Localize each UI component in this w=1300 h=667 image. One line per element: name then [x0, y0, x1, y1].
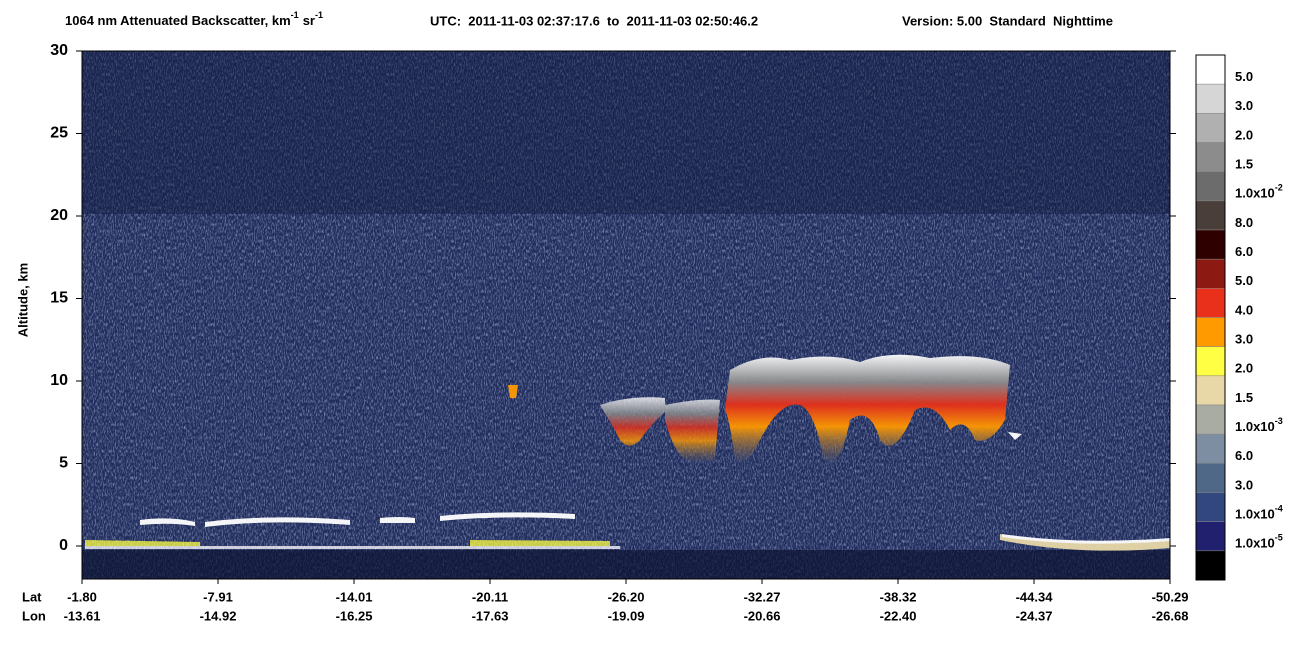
- x-tick-label: -17.63: [472, 608, 509, 623]
- colorbar-frame: [1195, 54, 1226, 581]
- colorbar-box: [1195, 492, 1226, 522]
- title-sup: -1: [291, 10, 299, 20]
- colorbar-box: [1195, 113, 1226, 143]
- colorbar-label-sup: -2: [1275, 183, 1283, 193]
- colorbar-label-text: 4.0: [1235, 303, 1253, 318]
- x-tick-label: -1.80: [67, 589, 97, 604]
- colorbar-box: [1195, 258, 1226, 289]
- colorbar-box: [1195, 288, 1226, 318]
- x-row-name: Lat: [22, 589, 42, 604]
- colorbar-label: 1.0x10-4: [1235, 504, 1283, 522]
- colorbar-label: 3.0: [1235, 99, 1253, 114]
- colorbar-label-text: 6.0: [1235, 244, 1253, 259]
- colorbar-label-text: 8.0: [1235, 215, 1253, 230]
- colorbar-label-text: 3.0: [1235, 99, 1253, 114]
- colorbar-label-sup: -3: [1275, 416, 1283, 426]
- colorbar-label: 4.0: [1235, 303, 1253, 318]
- x-tick-label: -22.40: [880, 608, 917, 623]
- colorbar-label: 5.0: [1235, 69, 1253, 84]
- colorbar-label: 1.5: [1235, 390, 1253, 405]
- x-tick-label: -19.09: [608, 608, 645, 623]
- x-tick-label: -50.29: [1152, 589, 1189, 604]
- colorbar-label-text: 1.0x10: [1235, 419, 1275, 434]
- colorbar-box: [1195, 317, 1226, 347]
- colorbar-box: [1195, 463, 1226, 493]
- y-tick-label: 15: [50, 290, 68, 307]
- x-tick-label: -32.27: [744, 589, 781, 604]
- y-tick-label: 30: [50, 42, 68, 59]
- y-tick-label: 10: [50, 372, 68, 389]
- x-tick-label: -7.91: [203, 589, 233, 604]
- colorbar-label: 3.0: [1235, 332, 1253, 347]
- title-version: Version: 5.00 Standard Nighttime: [902, 13, 1113, 28]
- colorbar-label-text: 5.0: [1235, 69, 1253, 84]
- x-tick-label: -20.11: [472, 589, 508, 604]
- title-utc: UTC: 2011-11-03 02:37:17.6 to 2011-11-03…: [430, 13, 758, 28]
- colorbar-box: [1195, 142, 1226, 172]
- colorbar-box: [1195, 521, 1226, 552]
- y-tick-label: 20: [50, 207, 68, 224]
- y-tick-label: 25: [50, 125, 68, 142]
- colorbar-box: [1195, 229, 1226, 260]
- title-sup: -1: [315, 10, 323, 20]
- colorbar-box: [1195, 346, 1226, 377]
- colorbar-label-text: 1.0x10: [1235, 536, 1275, 551]
- x-tick-label: -24.37: [1016, 608, 1053, 623]
- colorbar-label: 1.0x10-3: [1235, 416, 1283, 434]
- colorbar-label: 2.0: [1235, 128, 1253, 143]
- colorbar-box: [1195, 54, 1226, 85]
- colorbar-label-text: 1.0x10: [1235, 507, 1275, 522]
- colorbar-label-text: 1.0x10: [1235, 186, 1275, 201]
- colorbar-label: 6.0: [1235, 449, 1253, 464]
- x-tick-label: -16.25: [336, 608, 373, 623]
- colorbar-label-text: 3.0: [1235, 478, 1253, 493]
- colorbar-label: 1.0x10-5: [1235, 533, 1283, 551]
- colorbar-box: [1195, 433, 1226, 464]
- colorbar-box: [1195, 404, 1226, 435]
- colorbar-label: 1.5: [1235, 157, 1253, 172]
- plot-field: [81, 50, 1171, 580]
- colorbar-label-sup: -4: [1275, 504, 1283, 514]
- colorbar-label: 6.0: [1235, 244, 1253, 259]
- title-main: 1064 nm Attenuated Backscatter, km: [65, 13, 291, 28]
- colorbar-label-text: 6.0: [1235, 449, 1253, 464]
- colorbar-box: [1195, 550, 1226, 581]
- colorbar-label: 3.0: [1235, 478, 1253, 493]
- colorbar-label-sup: -5: [1275, 533, 1283, 543]
- colorbar-label-text: 1.5: [1235, 390, 1253, 405]
- y-tick-label: 0: [59, 537, 68, 554]
- colorbar-label-text: 5.0: [1235, 274, 1253, 289]
- colorbar-box: [1195, 200, 1226, 231]
- y-tick-label: 5: [59, 455, 68, 472]
- colorbar-label-text: 2.0: [1235, 128, 1253, 143]
- x-tick-label: -20.66: [744, 608, 781, 623]
- x-tick-label: -13.61: [64, 608, 101, 623]
- title: 1064 nm Attenuated Backscatter, km-1 sr-1: [65, 10, 323, 28]
- colorbar-box: [1195, 171, 1226, 202]
- x-tick-label: -44.34: [1016, 589, 1054, 604]
- y-axis-label: Altitude, km: [15, 263, 30, 337]
- colorbar-box: [1195, 83, 1226, 114]
- colorbar-label: 2.0: [1235, 361, 1253, 376]
- colorbar-label-text: 1.5: [1235, 157, 1253, 172]
- colorbar-label: 8.0: [1235, 215, 1253, 230]
- x-tick-label: -14.01: [336, 589, 373, 604]
- title-unit: sr: [303, 13, 315, 28]
- colorbar-label-text: 3.0: [1235, 332, 1253, 347]
- colorbar-label: 1.0x10-2: [1235, 183, 1283, 201]
- x-tick-label: -38.32: [880, 589, 917, 604]
- x-tick-label: -26.20: [608, 589, 645, 604]
- x-row-name: Lon: [22, 608, 46, 623]
- x-tick-label: -14.92: [200, 608, 237, 623]
- x-tick-label: -26.68: [1152, 608, 1189, 623]
- colorbar-label-text: 2.0: [1235, 361, 1253, 376]
- colorbar-box: [1195, 375, 1226, 406]
- colorbar-label: 5.0: [1235, 274, 1253, 289]
